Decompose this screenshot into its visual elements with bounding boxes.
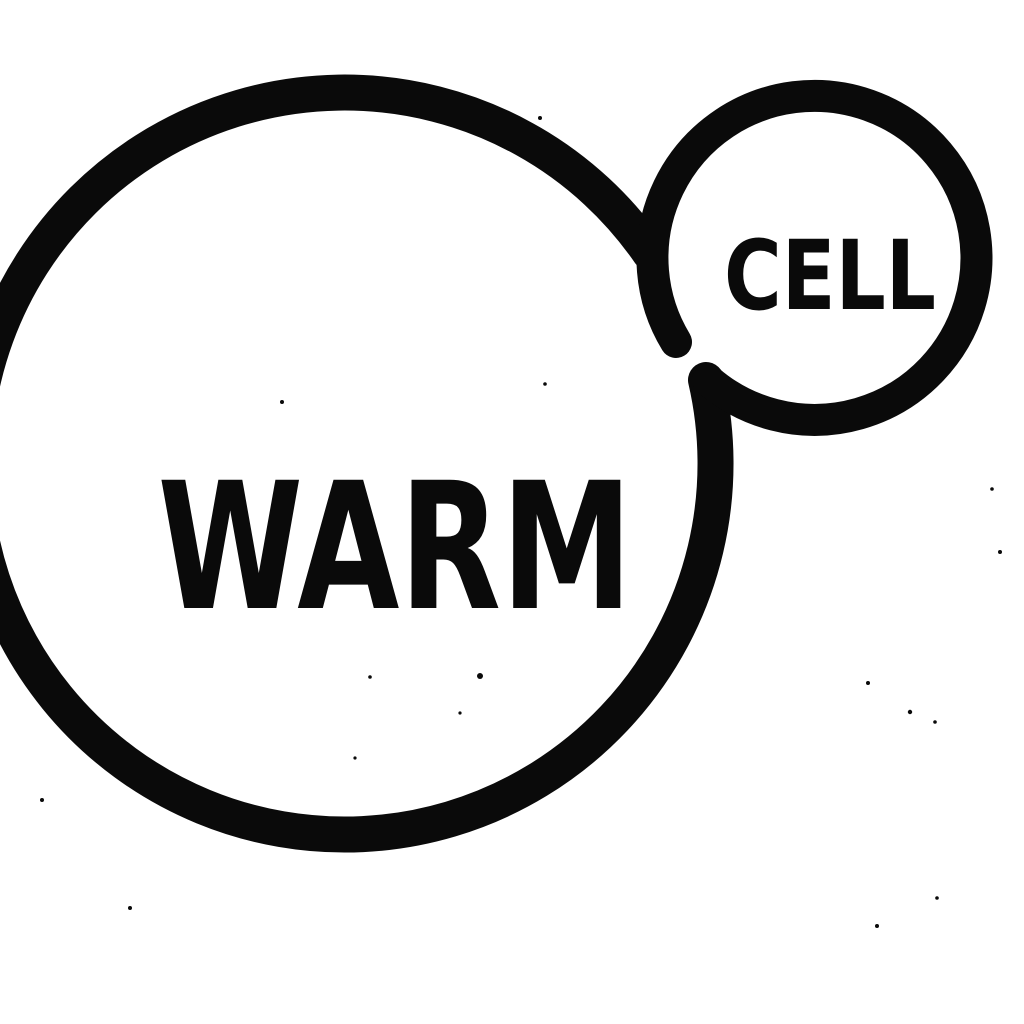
large-circle-ring xyxy=(0,74,734,853)
scan-speckles xyxy=(40,116,1002,928)
warm-wordmark: WARM xyxy=(158,445,633,650)
small-circle-ring xyxy=(636,79,993,436)
cell-wordmark: CELL xyxy=(724,220,936,332)
logo-mark: WARM CELL xyxy=(0,74,993,853)
